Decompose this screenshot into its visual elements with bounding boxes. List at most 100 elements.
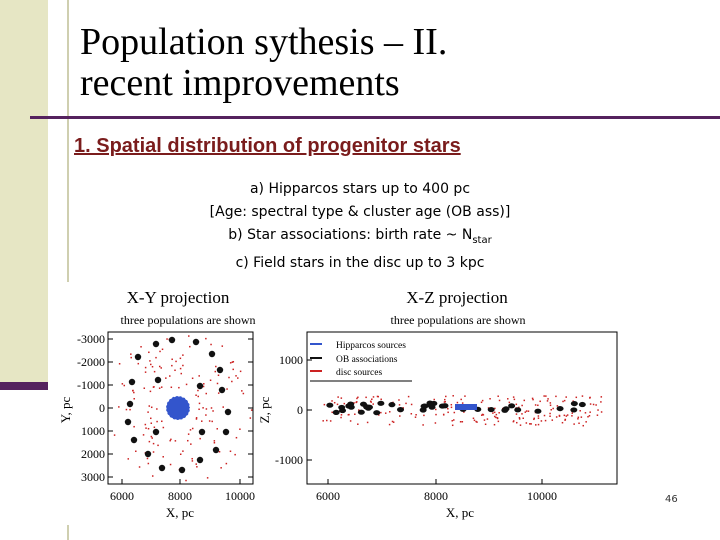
xz-disc-point: [534, 404, 537, 406]
projection-figure: X-Y projection three populations are sho…: [58, 282, 623, 525]
section-heading: 1. Spatial distribution of progenitor st…: [74, 135, 461, 157]
xy-disc-point: [239, 428, 241, 430]
xy-disc-point: [201, 420, 203, 422]
xy-disc-point: [160, 386, 163, 388]
xz-disc-point: [358, 409, 360, 411]
xy-ob-associations: [124, 336, 232, 474]
xz-disc-point: [600, 401, 602, 403]
xy-ylabel: Y, pc: [60, 397, 73, 424]
xz-disc-point: [564, 419, 566, 421]
xz-disc-point: [589, 403, 592, 405]
xz-ob-point: [441, 403, 449, 409]
xy-disc-point: [235, 436, 238, 439]
xy-disc-point: [178, 386, 180, 389]
xz-disc-point: [475, 420, 477, 423]
xz-disc-point: [423, 414, 425, 417]
xy-ob-point: [224, 408, 232, 416]
xz-disc-point: [578, 422, 580, 425]
xy-disc-point: [222, 406, 224, 408]
xz-disc-point: [561, 421, 564, 424]
xz-disc-point: [588, 415, 591, 417]
xy-disc-point: [187, 439, 189, 442]
xz-disc-point: [447, 411, 449, 414]
xz-xlabel: X, pc: [446, 505, 474, 520]
xy-disc-point: [144, 371, 147, 373]
xz-disc-point: [453, 419, 455, 421]
xz-disc-point: [537, 404, 539, 407]
xy-disc-point: [152, 451, 155, 453]
xy-disc-point: [196, 466, 198, 468]
xz-disc-point: [533, 418, 535, 421]
xz-disc-point: [450, 403, 453, 406]
xz-disc-point: [331, 400, 333, 402]
xz-disc-point: [354, 413, 356, 416]
xz-disc-point: [366, 421, 369, 424]
xy-disc-point: [229, 450, 232, 453]
xz-ytick-label: 0: [297, 403, 303, 417]
xy-y-axis: -3000 -2000 -1000 0 1000 2000 3000: [77, 332, 253, 484]
xy-disc-point: [150, 406, 153, 409]
left-accent-bar: [0, 0, 48, 388]
xy-disc-point: [202, 407, 204, 409]
xz-disc-point: [496, 417, 499, 420]
xz-disc-point: [543, 414, 546, 417]
xz-disc-point: [534, 424, 537, 426]
xz-ob-point: [487, 406, 495, 413]
xy-disc-point: [191, 377, 194, 380]
xy-disc-point: [195, 417, 198, 419]
title-line-2: recent improvements: [80, 62, 400, 104]
xy-ob-point: [144, 450, 152, 458]
xz-disc-point: [532, 398, 534, 401]
legend-hipparcos-label: Hipparcos sources: [336, 341, 406, 351]
xz-disc-point: [464, 395, 466, 397]
vertical-divider: [67, 0, 69, 540]
xy-disc-point: [151, 475, 154, 477]
xz-disc-point: [445, 395, 447, 398]
xy-disc-point: [129, 408, 131, 411]
xy-disc-point: [121, 383, 124, 385]
xy-disc-point: [206, 477, 209, 479]
xy-disc-point: [155, 356, 157, 359]
xz-disc-point: [508, 401, 511, 404]
xy-disc-point: [118, 406, 120, 408]
xy-disc-point: [217, 374, 220, 377]
xz-disc-point: [340, 414, 343, 416]
xy-disc-point: [195, 463, 197, 465]
xy-disc-point: [195, 418, 198, 420]
xz-disc-point: [405, 402, 407, 405]
xy-disc-point: [205, 414, 207, 416]
projection-svg: X-Y projection three populations are sho…: [58, 288, 618, 520]
xz-ob-point: [508, 403, 516, 409]
xz-disc-point: [399, 415, 401, 417]
xz-disc-point: [546, 400, 549, 402]
xy-disc-point: [171, 358, 173, 361]
xy-disc-point: [213, 440, 216, 442]
xz-disc-point: [516, 421, 518, 424]
xy-disc-point: [205, 337, 207, 340]
xy-ob-point: [130, 436, 138, 444]
xz-ob-point: [338, 404, 346, 411]
xy-disc-point: [187, 433, 190, 435]
xz-ob-point: [396, 407, 404, 413]
xz-disc-point: [480, 414, 483, 416]
xy-disc-point: [153, 426, 156, 429]
xz-disc-point: [540, 420, 543, 422]
legend-disc-label: disc sources: [336, 368, 382, 378]
xy-disc-point: [179, 357, 182, 360]
xy-disc-point: [210, 343, 212, 346]
xz-ylabel: Z, pc: [257, 396, 272, 423]
xy-disc-point: [171, 364, 173, 367]
xz-disc-point: [336, 403, 339, 406]
xy-disc-point: [234, 453, 236, 456]
xz-disc-point: [512, 396, 515, 398]
xz-disc-point: [495, 413, 498, 416]
xz-disc-point: [460, 398, 462, 401]
xz-disc-point: [410, 403, 413, 406]
xz-disc-point: [512, 420, 515, 423]
xz-disc-point: [495, 416, 497, 419]
xz-disc-point: [600, 396, 603, 398]
xy-disc-point: [249, 417, 252, 419]
xy-disc-point: [170, 386, 173, 389]
left-accent-bar-bottom: [0, 382, 48, 390]
xy-ytick-label: -1000: [77, 378, 105, 392]
